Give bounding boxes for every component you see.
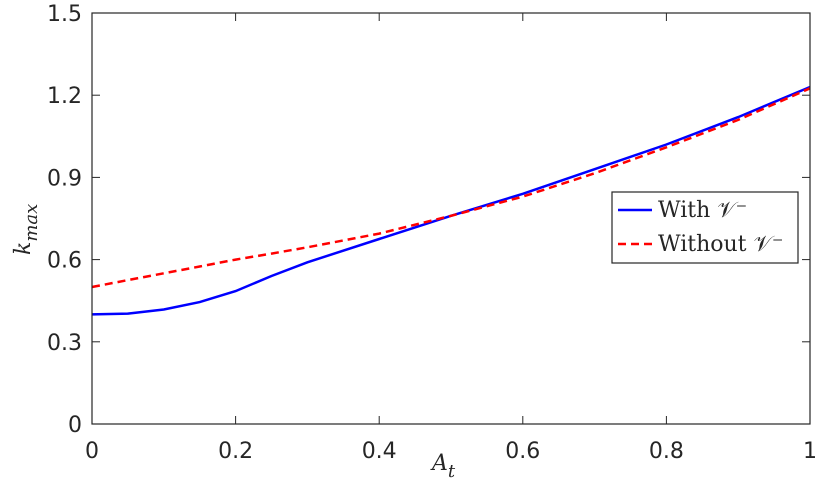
legend-label: Without 𝒱⁻ [658, 232, 783, 257]
x-axis-label-main: A [430, 451, 448, 476]
y-axis-label-main: k [11, 242, 36, 255]
x-tick-label: 0.6 [505, 439, 540, 464]
axes-box [91, 12, 811, 425]
y-tick-label: 0 [68, 413, 82, 438]
x-tick-label: 1 [803, 439, 817, 464]
x-tick-label: 0 [85, 439, 99, 464]
legend-label: With 𝒱⁻ [658, 198, 747, 223]
x-axis-label-sub: t [448, 461, 456, 482]
series-line [91, 85, 811, 316]
y-axis-label: kmax [11, 204, 42, 255]
y-tick-label: 0.9 [47, 166, 82, 191]
x-tick-label: 0.2 [218, 439, 253, 464]
y-tick-label: 1.2 [47, 84, 82, 109]
x-axis-label: At [430, 451, 456, 482]
series-line [91, 87, 811, 289]
x-tick-label: 0.4 [362, 439, 397, 464]
y-tick-label: 0.6 [47, 249, 82, 274]
legend-box [611, 191, 799, 264]
y-tick-label: 1.5 [47, 2, 82, 27]
y-tick-label: 0.3 [47, 331, 82, 356]
y-axis-label-sub: max [21, 204, 42, 242]
x-tick-label: 0.8 [649, 439, 684, 464]
